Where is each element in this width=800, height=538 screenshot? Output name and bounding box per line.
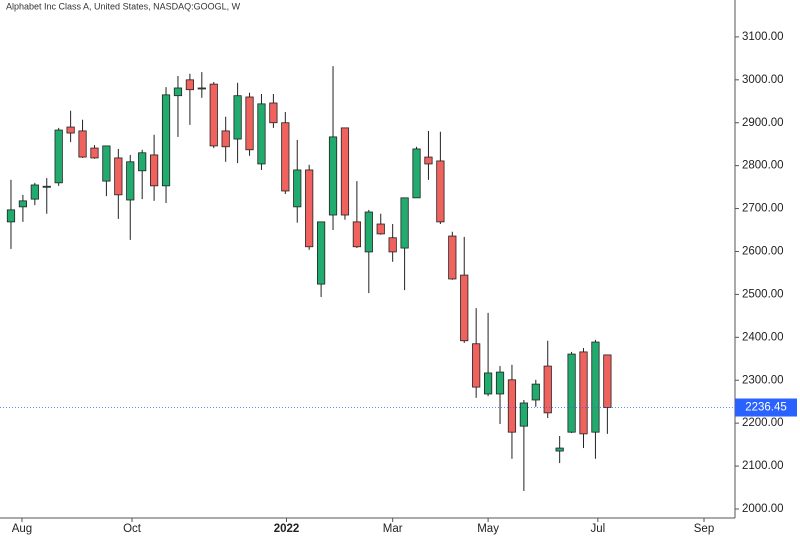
- y-tick-label: 2000.00: [742, 503, 784, 515]
- candle-body: [543, 365, 552, 414]
- candle-body: [126, 161, 135, 201]
- candle-body: [30, 184, 39, 200]
- y-tick-label: 2800.00: [742, 160, 784, 172]
- candle-body: [483, 372, 493, 395]
- y-tick-label: 3100.00: [742, 31, 784, 43]
- y-tick-label: 2200.00: [742, 417, 784, 429]
- candle-body: [328, 136, 338, 216]
- candle-body: [603, 354, 612, 408]
- candle-body: [448, 235, 457, 280]
- candle-body: [114, 157, 123, 196]
- candle-body: [376, 223, 385, 235]
- candle-body: [18, 200, 27, 208]
- y-tick-label: 2900.00: [742, 117, 784, 129]
- candle-body: [185, 79, 194, 91]
- candle-body: [305, 169, 314, 248]
- candle-body: [436, 160, 445, 223]
- candle-body: [472, 343, 481, 388]
- candle-body: [78, 130, 87, 158]
- x-tick-label: Mar: [383, 523, 403, 535]
- candle-body: [138, 152, 147, 172]
- candle-body: [591, 341, 600, 433]
- candle-body: [257, 103, 266, 165]
- candle-body: [400, 197, 409, 249]
- candle-body: [221, 130, 230, 148]
- chart-title: Alphabet Inc Class A, United States, NAS…: [6, 1, 241, 11]
- candle-body: [209, 83, 218, 147]
- candle-body: [6, 209, 16, 223]
- y-tick-label: 2600.00: [742, 246, 784, 258]
- candle-body: [317, 221, 326, 285]
- candle-body: [197, 87, 206, 90]
- candle-body: [42, 185, 51, 188]
- candle-body: [579, 351, 588, 435]
- candle-body: [531, 383, 540, 401]
- candle-body: [54, 129, 63, 184]
- y-tick-label: 2300.00: [742, 374, 784, 386]
- candle-body: [424, 156, 433, 165]
- candle-body: [567, 353, 576, 433]
- candle-body: [102, 145, 111, 182]
- x-tick-label: Sep: [694, 523, 714, 535]
- candle-body: [412, 148, 421, 199]
- candle-body: [352, 221, 361, 248]
- candle-body: [364, 211, 373, 253]
- x-tick-label: May: [477, 523, 499, 535]
- candle-body: [161, 94, 171, 187]
- candle-body: [150, 154, 159, 187]
- candle-body: [66, 126, 75, 134]
- x-tick-label: Jul: [590, 523, 605, 535]
- candle-body: [269, 102, 278, 124]
- x-tick-label: 2022: [274, 523, 300, 535]
- candle-body: [507, 379, 517, 433]
- candle-body: [519, 402, 528, 427]
- last-price-box: [735, 398, 797, 417]
- candle-body: [90, 147, 99, 159]
- candle-body: [281, 122, 290, 192]
- y-tick-label: 2700.00: [742, 203, 784, 215]
- x-tick-label: Aug: [12, 523, 32, 535]
- candle-body: [555, 447, 564, 452]
- y-tick-label: 2100.00: [742, 460, 784, 472]
- x-tick-label: Oct: [123, 523, 142, 535]
- candle-body: [340, 127, 350, 216]
- y-tick-label: 2500.00: [742, 288, 784, 300]
- candle-body: [173, 87, 183, 97]
- candle-body: [388, 237, 397, 253]
- y-tick-label: 2400.00: [742, 331, 784, 343]
- candle-body: [233, 95, 242, 140]
- candle-body: [495, 371, 505, 395]
- y-tick-label: 3000.00: [742, 74, 784, 86]
- candle-body: [460, 274, 469, 342]
- candle-body: [293, 169, 302, 208]
- candle-body: [245, 96, 254, 151]
- last-price-label: 2236.45: [745, 402, 787, 414]
